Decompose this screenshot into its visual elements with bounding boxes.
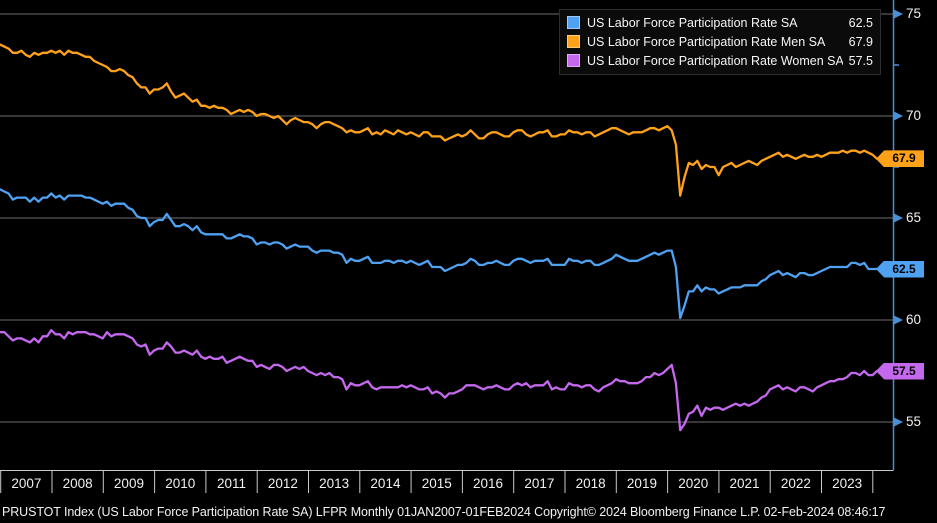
- series-swatch-total-icon: [567, 16, 580, 29]
- x-axis-year-label: 2019: [626, 476, 657, 491]
- y-axis-tick-arrow-icon: [894, 417, 903, 427]
- x-axis-year-label: 2012: [267, 476, 298, 491]
- x-axis-year-label: 2015: [421, 476, 452, 491]
- x-axis-year-label: 2020: [678, 476, 709, 491]
- x-axis-year-label: 2016: [473, 476, 504, 491]
- legend-row-men[interactable]: US Labor Force Participation Rate Men SA…: [567, 32, 873, 51]
- series-line-men: [0, 43, 879, 197]
- last-value-tag-total: 62.5: [876, 260, 924, 278]
- x-axis-year-label: 2014: [370, 476, 401, 491]
- legend: US Labor Force Participation Rate SA 62.…: [559, 9, 881, 75]
- x-axis-year-label: 2018: [575, 476, 606, 491]
- x-axis-year-label: 2007: [11, 476, 42, 491]
- series-swatch-women-icon: [567, 54, 580, 67]
- x-axis-year-label: 2022: [780, 476, 811, 491]
- x-axis-year-label: 2011: [217, 476, 247, 491]
- legend-label: US Labor Force Participation Rate Women …: [587, 53, 843, 68]
- legend-label: US Labor Force Participation Rate SA: [587, 15, 798, 30]
- legend-row-total[interactable]: US Labor Force Participation Rate SA 62.…: [567, 13, 873, 32]
- x-axis-year-label: 2008: [62, 476, 93, 491]
- legend-row-women[interactable]: US Labor Force Participation Rate Women …: [567, 51, 873, 70]
- last-value-tag-men: 67.9: [876, 150, 924, 168]
- y-axis-tick-arrow-icon: [894, 9, 903, 19]
- status-bar: PRUSTOT Index (US Labor Force Participat…: [2, 505, 886, 519]
- x-axis-year-label: 2009: [113, 476, 144, 491]
- y-axis-label: 60: [906, 312, 922, 327]
- y-axis-tick-arrow-icon: [894, 111, 903, 121]
- y-axis-label: 75: [906, 6, 922, 21]
- series-swatch-men-icon: [567, 35, 580, 48]
- x-axis-year-label: 2010: [165, 476, 196, 491]
- x-axis-year-label: 2023: [832, 476, 863, 491]
- legend-label: US Labor Force Participation Rate Men SA: [587, 34, 826, 49]
- last-value-tag-women: 57.5: [876, 362, 924, 380]
- series-line-total: [0, 188, 879, 320]
- y-axis-tick-arrow-icon: [894, 213, 903, 223]
- y-axis-label: 65: [906, 210, 922, 225]
- x-axis-year-label: 2017: [524, 476, 555, 491]
- series-line-women: [0, 329, 879, 432]
- y-axis-label: 55: [906, 414, 922, 429]
- legend-last-value: 62.5: [848, 15, 873, 30]
- x-axis-year-label: 2021: [729, 476, 760, 491]
- y-axis-tick-arrow-icon: [894, 315, 903, 325]
- legend-last-value: 57.5: [848, 53, 873, 68]
- chart-plot-area[interactable]: [0, 0, 937, 500]
- x-axis-year-label: 2013: [319, 476, 350, 491]
- legend-last-value: 67.9: [848, 34, 873, 49]
- y-axis-label: 70: [906, 108, 922, 123]
